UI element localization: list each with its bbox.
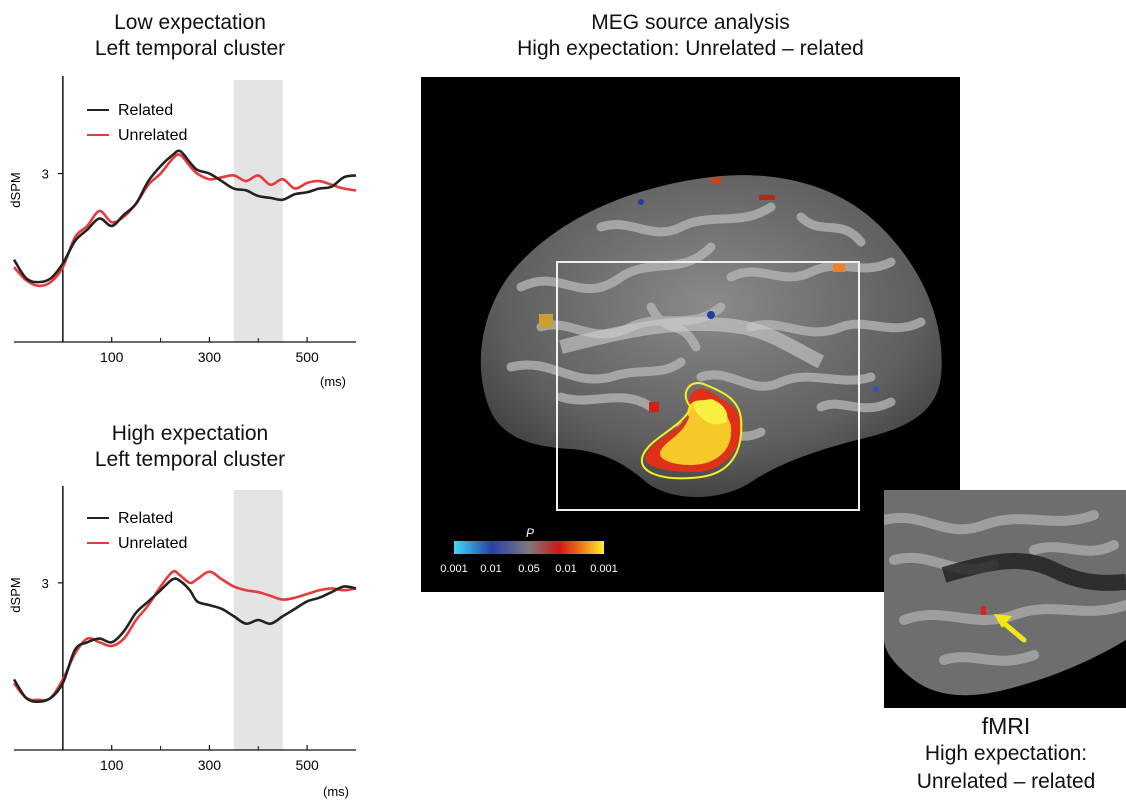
low-series-unrelated — [13, 153, 357, 288]
high-title-line2: Left temporal cluster — [94, 448, 286, 471]
colorbar-tick-label: 0.001 — [590, 563, 618, 575]
fmri-cortex — [884, 490, 1126, 696]
low-y-tick-label: 3 — [42, 167, 49, 182]
low-x-tick-label: 300 — [198, 349, 222, 365]
high-panel-title: High expectation Left temporal cluster — [0, 421, 380, 473]
cortex-surface — [480, 175, 942, 497]
high-y-tick-label: 3 — [42, 576, 49, 591]
colorbar-tick-label: 0.01 — [480, 563, 501, 575]
low-title-line1: Low expectation — [114, 11, 266, 34]
fmri-label-line2: High expectation: — [924, 742, 1088, 765]
fmri-label: fMRI High expectation: Unrelated – relat… — [886, 712, 1126, 796]
activation-spot — [707, 311, 715, 319]
colorbar-tick-label: 0.01 — [555, 563, 576, 575]
high-x-tick-label: 100 — [100, 757, 124, 773]
high-series-related — [12, 577, 357, 704]
low-x-tick-label: 100 — [100, 349, 124, 365]
meg-brain-image: P 0.001 0.01 0.05 0.01 0.001 — [440, 175, 942, 575]
fmri-label-line3: Unrelated – related — [916, 770, 1096, 793]
fmri-activation — [981, 606, 986, 615]
low-series-related — [12, 149, 357, 284]
low-panel-title: Low expectation Left temporal cluster — [0, 10, 380, 62]
high-legend-unrelated-label: Unrelated — [118, 535, 187, 552]
activation-spot — [711, 177, 721, 183]
high-title-line1: High expectation — [111, 422, 269, 445]
high-series-unrelated — [12, 569, 357, 702]
activation-spot — [759, 195, 775, 200]
low-legend-related-label: Related — [118, 102, 173, 119]
fmri-panel — [884, 490, 1126, 708]
activation-cluster — [640, 382, 743, 480]
high-x-tick-label: 500 — [295, 757, 319, 773]
sylvian-fissure — [559, 316, 825, 369]
activation-spot — [649, 402, 659, 412]
arrow-icon — [994, 614, 1027, 643]
activation-spot — [873, 386, 879, 392]
colorbar-tick-label: 0.05 — [518, 563, 539, 575]
activation-spot — [539, 314, 553, 328]
meg-title-line1: MEG source analysis — [591, 11, 790, 34]
colorbar — [454, 541, 604, 554]
fmri-fissure — [941, 553, 1126, 591]
high-x-tick-label: 300 — [198, 757, 222, 773]
activation-spot — [833, 264, 845, 272]
colorbar-symbol: P — [526, 526, 534, 540]
meg-title: MEG source analysis High expectation: Un… — [421, 10, 960, 62]
high-y-label: dSPM — [8, 577, 23, 612]
low-shaded-window — [233, 80, 283, 342]
low-title-line2: Left temporal cluster — [94, 37, 286, 60]
fmri-brain-image — [884, 490, 1126, 696]
meg-title-line2: High expectation: Unrelated – related — [517, 37, 864, 60]
high-expectation-chart: dSPM 3 100 300 500 (ms) Related Unrelated — [8, 486, 357, 799]
activation-spot — [638, 199, 644, 205]
high-x-unit: (ms) — [323, 784, 349, 799]
colorbar-tick-label: 0.001 — [440, 563, 468, 575]
high-legend-related-label: Related — [118, 510, 173, 527]
meg-brain-panel: P 0.001 0.01 0.05 0.01 0.001 — [421, 77, 960, 592]
roi-box — [556, 261, 860, 511]
low-legend-unrelated-label: Unrelated — [118, 127, 187, 144]
low-x-unit: (ms) — [320, 374, 346, 389]
fmri-label-line1: fMRI — [981, 713, 1031, 739]
low-y-label: dSPM — [8, 172, 23, 207]
low-x-tick-label: 500 — [295, 349, 319, 365]
low-expectation-chart: dSPM 3 100 300 500 (ms) Related Unrelated — [8, 76, 357, 389]
